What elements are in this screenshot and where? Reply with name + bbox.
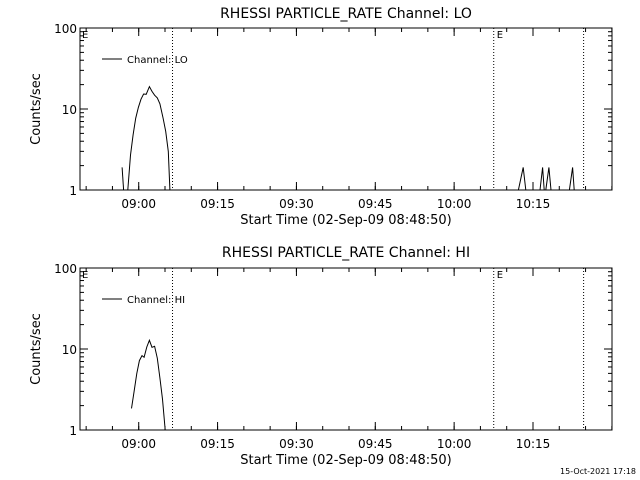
y-tick-label: 100 (54, 22, 77, 36)
x-axis-label: Start Time (02-Sep-09 08:48:50) (240, 453, 451, 468)
y-tick-label: 10 (62, 343, 77, 357)
plot-frame (79, 27, 613, 191)
y-tick-label: 1 (69, 424, 77, 438)
x-tick-label: 09:30 (279, 197, 314, 211)
x-tick-label: 10:00 (437, 197, 472, 211)
x-tick-label: 09:15 (200, 197, 235, 211)
plot-frame (79, 267, 613, 431)
corner-event-label: E (82, 270, 88, 281)
series-line (131, 338, 166, 431)
chart-title: RHESSI PARTICLE_RATE Channel: HI (222, 245, 470, 261)
corner-event-label: E (82, 30, 88, 41)
event-marker-label: E (497, 270, 503, 281)
hi-channel-panel: RHESSI PARTICLE_RATE Channel: HI 09:00 09:… (29, 245, 613, 468)
x-tick-label: 10:15 (516, 197, 551, 211)
x-tick-label: 10:15 (516, 437, 551, 451)
x-tick-label: 09:00 (121, 437, 156, 451)
x-tick-label: 09:00 (121, 197, 156, 211)
x-tick-label: 09:15 (200, 437, 235, 451)
series-line (545, 167, 552, 191)
series-line (568, 167, 575, 191)
event-marker-label: E (497, 30, 503, 41)
x-tick-label: 09:30 (279, 437, 314, 451)
x-tick-label: 09:45 (358, 197, 393, 211)
series-line (517, 167, 527, 191)
x-tick-label: 10:00 (437, 437, 472, 451)
chart-title: RHESSI PARTICLE_RATE Channel: LO (220, 6, 472, 22)
legend-label: Channel: LO (127, 55, 188, 66)
series-line (127, 85, 171, 191)
y-axis-label: Counts/sec (29, 73, 44, 145)
y-tick-label: 1 (69, 184, 77, 198)
y-tick-label: 100 (54, 262, 77, 276)
y-axis-label: Counts/sec (29, 313, 44, 385)
x-axis-label: Start Time (02-Sep-09 08:48:50) (240, 213, 451, 228)
legend-label: Channel: HI (127, 295, 185, 306)
x-tick-label: 09:45 (358, 437, 393, 451)
y-tick-label: 10 (62, 103, 77, 117)
series-line (539, 167, 545, 191)
lo-channel-panel: RHESSI PARTICLE_RATE Channel: LO 09:00 09:… (29, 6, 613, 228)
footer-timestamp: 15-Oct-2021 17:18 (560, 467, 636, 476)
series-line (121, 167, 125, 191)
